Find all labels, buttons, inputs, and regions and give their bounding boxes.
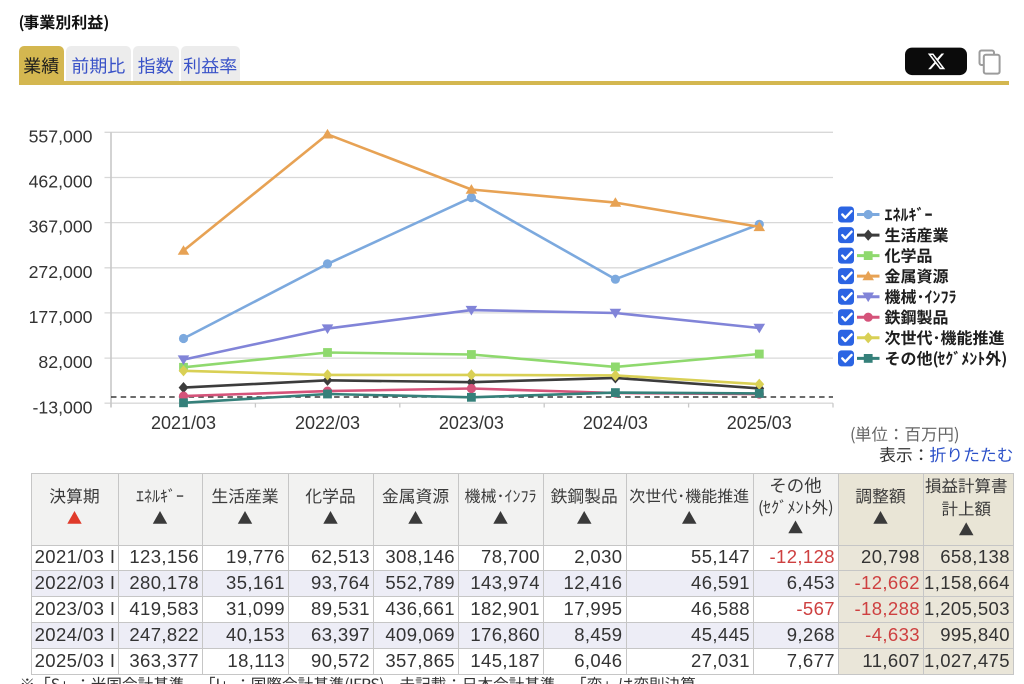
svg-text:2023/03: 2023/03 bbox=[439, 413, 504, 433]
svg-text:367,000: 367,000 bbox=[29, 217, 93, 237]
svg-text:2022/03: 2022/03 bbox=[295, 413, 360, 433]
svg-text:177,000: 177,000 bbox=[29, 307, 93, 327]
svg-text:2024/03: 2024/03 bbox=[583, 413, 648, 433]
svg-text:2025/03: 2025/03 bbox=[727, 413, 792, 433]
svg-text:272,000: 272,000 bbox=[29, 262, 93, 282]
svg-text:462,000: 462,000 bbox=[29, 172, 93, 192]
svg-text:82,000: 82,000 bbox=[38, 352, 92, 372]
svg-text:-13,000: -13,000 bbox=[33, 397, 93, 417]
svg-text:557,000: 557,000 bbox=[29, 126, 93, 146]
svg-text:2021/03: 2021/03 bbox=[151, 413, 216, 433]
